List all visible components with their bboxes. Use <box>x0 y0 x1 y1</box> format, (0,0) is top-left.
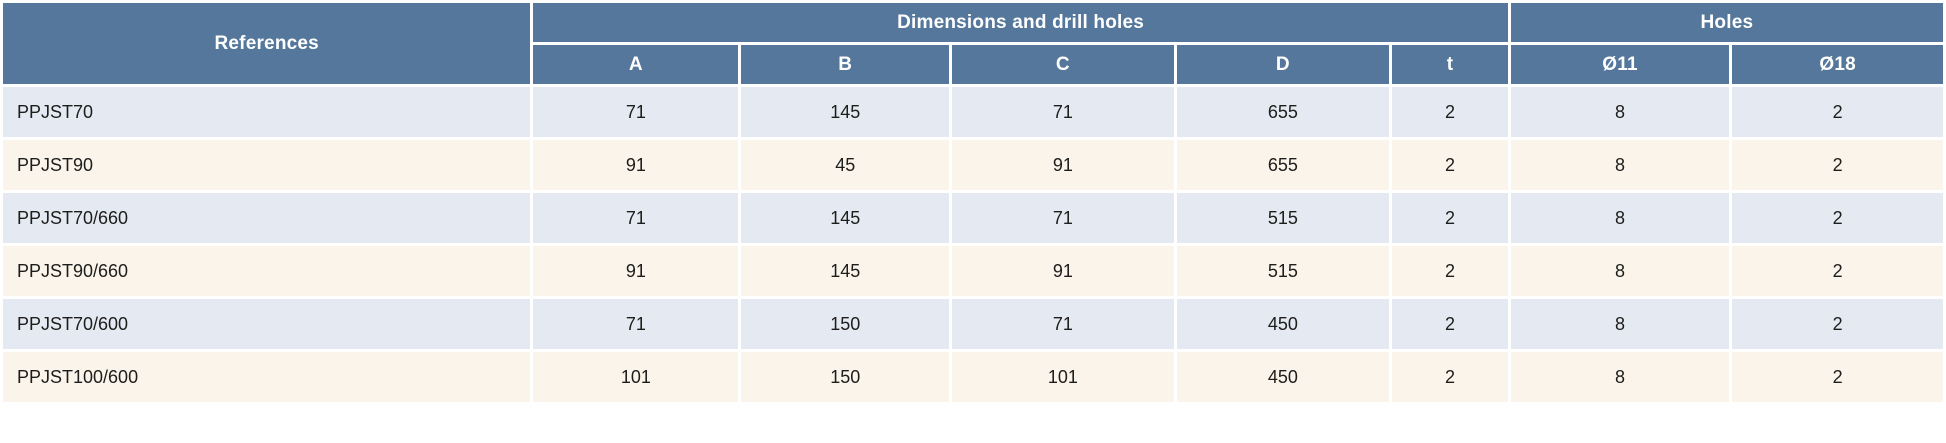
column-header-c: C <box>949 42 1177 87</box>
table-row: PPJST90 91 45 91 655 2 8 2 <box>0 137 1946 193</box>
column-header-d: D <box>1173 42 1393 87</box>
value-cell-c: 101 <box>949 349 1177 405</box>
value-cell-d: 515 <box>1173 190 1393 246</box>
value-cell-o11: 8 <box>1507 84 1733 140</box>
value-cell-c: 71 <box>949 84 1177 140</box>
value-cell-t: 2 <box>1389 137 1511 193</box>
column-header-o18: Ø18 <box>1729 42 1946 87</box>
value-cell-t: 2 <box>1389 84 1511 140</box>
table-row: PPJST70 71 145 71 655 2 8 2 <box>0 84 1946 140</box>
reference-cell: PPJST70/600 <box>0 296 534 352</box>
dimensions-spec-table: References Dimensions and drill holes Ho… <box>0 0 1946 405</box>
value-cell-b: 45 <box>738 137 953 193</box>
value-cell-o11: 8 <box>1507 137 1733 193</box>
reference-cell: PPJST90 <box>0 137 534 193</box>
table-row: PPJST70/660 71 145 71 515 2 8 2 <box>0 190 1946 246</box>
column-header-b: B <box>738 42 953 87</box>
value-cell-o18: 2 <box>1729 349 1946 405</box>
value-cell-b: 150 <box>738 349 953 405</box>
reference-cell: PPJST70 <box>0 84 534 140</box>
value-cell-d: 450 <box>1173 296 1393 352</box>
value-cell-b: 150 <box>738 296 953 352</box>
value-cell-c: 91 <box>949 137 1177 193</box>
column-group-holes: Holes <box>1507 0 1946 45</box>
value-cell-a: 91 <box>530 243 742 299</box>
header-group-row: References Dimensions and drill holes Ho… <box>0 0 1946 87</box>
table-row: PPJST70/600 71 150 71 450 2 8 2 <box>0 296 1946 352</box>
reference-cell: PPJST90/660 <box>0 243 534 299</box>
value-cell-d: 655 <box>1173 137 1393 193</box>
value-cell-o18: 2 <box>1729 84 1946 140</box>
value-cell-d: 655 <box>1173 84 1393 140</box>
table-row: PPJST100/600 101 150 101 450 2 8 2 <box>0 349 1946 405</box>
value-cell-a: 71 <box>530 84 742 140</box>
value-cell-t: 2 <box>1389 296 1511 352</box>
value-cell-c: 91 <box>949 243 1177 299</box>
value-cell-a: 101 <box>530 349 742 405</box>
column-header-o11: Ø11 <box>1507 42 1733 87</box>
header-letters-row: A B C D t Ø11 Ø18 <box>2 42 1946 87</box>
table-header: References Dimensions and drill holes Ho… <box>0 0 1946 87</box>
value-cell-o18: 2 <box>1729 190 1946 246</box>
value-cell-o18: 2 <box>1729 137 1946 193</box>
reference-cell: PPJST70/660 <box>0 190 534 246</box>
value-cell-o11: 8 <box>1507 296 1733 352</box>
column-header-t: t <box>1389 42 1511 87</box>
value-cell-d: 450 <box>1173 349 1393 405</box>
value-cell-o18: 2 <box>1729 296 1946 352</box>
value-cell-c: 71 <box>949 296 1177 352</box>
value-cell-b: 145 <box>738 243 953 299</box>
reference-cell: PPJST100/600 <box>0 349 534 405</box>
column-group-dimensions: Dimensions and drill holes <box>530 0 1511 45</box>
value-cell-a: 91 <box>530 137 742 193</box>
value-cell-a: 71 <box>530 296 742 352</box>
value-cell-c: 71 <box>949 190 1177 246</box>
value-cell-t: 2 <box>1389 243 1511 299</box>
value-cell-o11: 8 <box>1507 243 1733 299</box>
value-cell-t: 2 <box>1389 349 1511 405</box>
column-header-references: References <box>0 0 534 87</box>
table-body: PPJST70 71 145 71 655 2 8 2 PPJST90 91 4… <box>0 84 1946 405</box>
column-header-a: A <box>530 42 742 87</box>
value-cell-o11: 8 <box>1507 190 1733 246</box>
value-cell-o18: 2 <box>1729 243 1946 299</box>
value-cell-b: 145 <box>738 84 953 140</box>
value-cell-d: 515 <box>1173 243 1393 299</box>
value-cell-a: 71 <box>530 190 742 246</box>
value-cell-b: 145 <box>738 190 953 246</box>
table-row: PPJST90/660 91 145 91 515 2 8 2 <box>0 243 1946 299</box>
value-cell-t: 2 <box>1389 190 1511 246</box>
value-cell-o11: 8 <box>1507 349 1733 405</box>
